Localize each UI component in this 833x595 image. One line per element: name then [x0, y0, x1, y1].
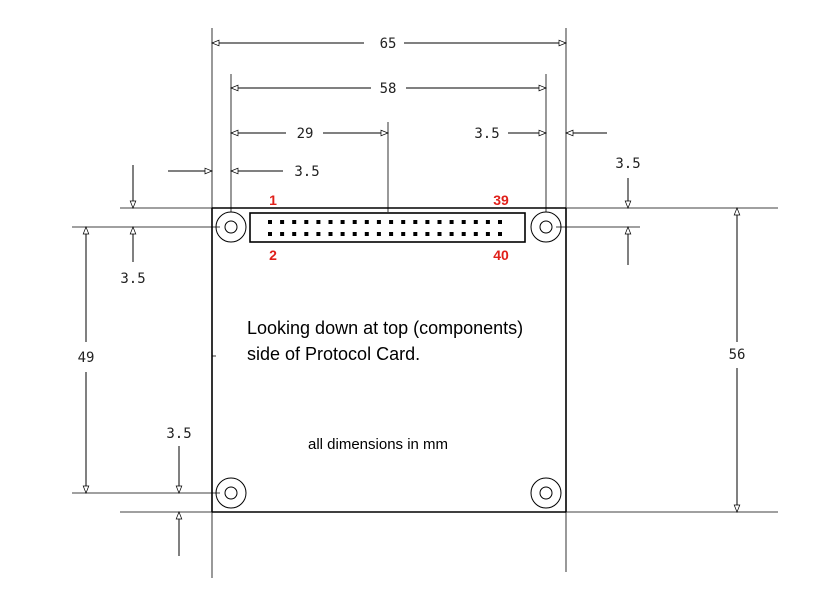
connector-pin [461, 220, 466, 224]
connector-pin [449, 232, 454, 236]
connector-pin [304, 232, 309, 236]
dimension-58: 58 [230, 81, 547, 97]
connector-pin [485, 232, 490, 236]
connector-pin [280, 232, 285, 236]
dim-label-3-5-right-y: 3.5 [615, 156, 640, 172]
mounting-hole-bottom-left [215, 477, 247, 509]
connector-pin [461, 232, 466, 236]
connector-pin [376, 220, 381, 224]
dimension-49: 49 [78, 226, 95, 494]
dimension-3-5-left-y: 3.5 [120, 165, 146, 287]
connector-pin [304, 220, 309, 224]
connector-pin [437, 220, 442, 224]
connector-pin [292, 232, 297, 236]
dim-label-3-5-left-y: 3.5 [120, 271, 145, 287]
pin-label-40: 40 [493, 247, 509, 263]
dimension-56: 56 [729, 207, 746, 513]
connector-pin [425, 232, 430, 236]
orientation-note-line2: side of Protocol Card. [247, 344, 420, 364]
connector-pin [352, 232, 357, 236]
connector-pin [280, 220, 285, 224]
connector-header [249, 212, 526, 243]
connector-pin [316, 220, 321, 224]
mounting-hole-top-right [530, 211, 562, 243]
dim-label-3-5-top-right: 3.5 [474, 126, 499, 142]
connector-pin [413, 232, 418, 236]
connector-pin [498, 232, 502, 236]
connector-pin [328, 220, 333, 224]
connector-pin [413, 220, 418, 224]
connector-pin [268, 220, 272, 224]
dimension-29: 29 [230, 126, 389, 142]
connector-pin [449, 220, 454, 224]
pin-label-39: 39 [493, 192, 509, 208]
connector-pin [316, 232, 321, 236]
connector-pin [389, 220, 394, 224]
connector-pin [328, 232, 333, 236]
connector-pin [340, 232, 345, 236]
connector-pin [340, 220, 345, 224]
connector-pin-grid [268, 220, 502, 236]
connector-pin [473, 232, 478, 236]
connector-pin [376, 232, 381, 236]
dimension-3-5-left-x: 3.5 [168, 164, 320, 180]
connector-pin [364, 232, 369, 236]
mounting-hole-top-left [215, 211, 247, 243]
connector-pin [401, 232, 406, 236]
dim-label-3-5-left-x: 3.5 [294, 164, 319, 180]
dim-label-3-5-bottom: 3.5 [166, 426, 191, 442]
connector-pin [437, 232, 442, 236]
dim-label-58: 58 [380, 81, 397, 97]
dimension-3-5-top-right: 3.5 [474, 126, 607, 142]
connector-pin [389, 232, 394, 236]
pin-label-2: 2 [269, 247, 277, 263]
connector-pin [268, 232, 272, 236]
dimension-65: 65 [211, 36, 567, 52]
dim-label-29: 29 [297, 126, 314, 142]
connector-pin [498, 220, 502, 224]
mounting-hole-bottom-right [530, 477, 562, 509]
units-note: all dimensions in mm [308, 436, 448, 453]
pin-label-1: 1 [269, 192, 277, 208]
dim-label-49: 49 [78, 350, 95, 366]
connector-pin [352, 220, 357, 224]
connector-pin [485, 220, 490, 224]
connector-pin [425, 220, 430, 224]
orientation-note-line1: Looking down at top (components) [247, 318, 523, 338]
connector-pin [473, 220, 478, 224]
connector-pin [401, 220, 406, 224]
extension-lines [72, 28, 778, 578]
connector-pin [364, 220, 369, 224]
connector-pin [292, 220, 297, 224]
dimension-3-5-bottom: 3.5 [166, 426, 192, 556]
dimension-3-5-right-y: 3.5 [615, 156, 641, 265]
dim-label-65: 65 [380, 36, 397, 52]
dim-label-56: 56 [729, 347, 746, 363]
